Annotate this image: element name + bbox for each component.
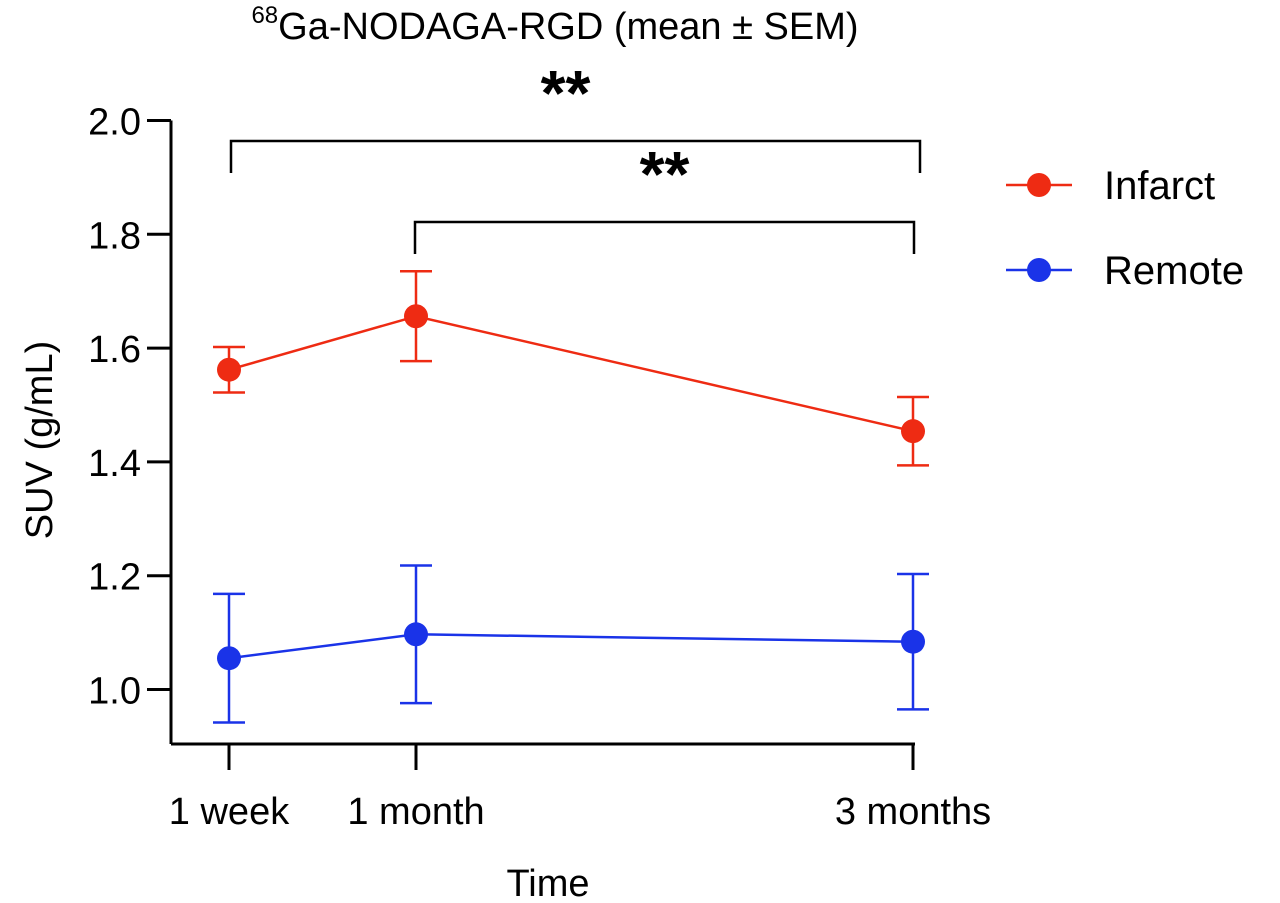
data-marks bbox=[213, 270, 929, 724]
series-remote bbox=[213, 564, 929, 724]
legend-item-infarct: Infarct bbox=[1006, 164, 1215, 208]
series-infarct bbox=[213, 270, 929, 467]
y-tick-label: 1.4 bbox=[88, 443, 141, 485]
y-tick-label: 2.0 bbox=[88, 102, 141, 144]
data-point bbox=[404, 304, 428, 329]
data-point bbox=[217, 357, 241, 382]
significance-bracket: ** bbox=[413, 138, 916, 254]
significance-label: ** bbox=[640, 138, 690, 210]
chart-title: 68Ga-NODAGA-RGD (mean ± SEM) bbox=[0, 2, 1110, 49]
legend-marker bbox=[1027, 173, 1051, 197]
series-line bbox=[228, 314, 914, 433]
legend: Infarct Remote bbox=[1006, 164, 1244, 293]
y-axis-label: SUV (g/mL) bbox=[19, 341, 61, 539]
axes: 1.0 1.2 1.4 1.6 1.8 2.0 1 week 1 month 3 months bbox=[88, 102, 991, 834]
data-point bbox=[217, 646, 241, 671]
significance-brackets: ** ** bbox=[229, 57, 922, 254]
y-tick-label: 1.0 bbox=[88, 671, 141, 713]
title-main: Ga-NODAGA-RGD (mean ± SEM) bbox=[278, 6, 859, 48]
significance-bracket: ** bbox=[229, 57, 922, 173]
x-tick-label: 1 month bbox=[347, 791, 484, 833]
legend-marker bbox=[1027, 258, 1051, 282]
legend-label: Infarct bbox=[1104, 164, 1215, 208]
series-line bbox=[228, 633, 914, 660]
title-superscript: 68 bbox=[251, 2, 279, 29]
data-point bbox=[901, 629, 925, 654]
data-point bbox=[404, 622, 428, 647]
x-tick-label: 3 months bbox=[835, 791, 991, 833]
legend-item-remote: Remote bbox=[1006, 249, 1244, 293]
data-point bbox=[901, 419, 925, 444]
legend-label: Remote bbox=[1104, 249, 1244, 293]
significance-label: ** bbox=[541, 57, 591, 129]
y-tick-label: 1.8 bbox=[88, 215, 141, 257]
x-tick-label: 1 week bbox=[169, 791, 290, 833]
y-tick-label: 1.6 bbox=[88, 329, 141, 371]
y-tick-label: 1.2 bbox=[88, 557, 141, 599]
x-axis-label: Time bbox=[506, 863, 589, 903]
